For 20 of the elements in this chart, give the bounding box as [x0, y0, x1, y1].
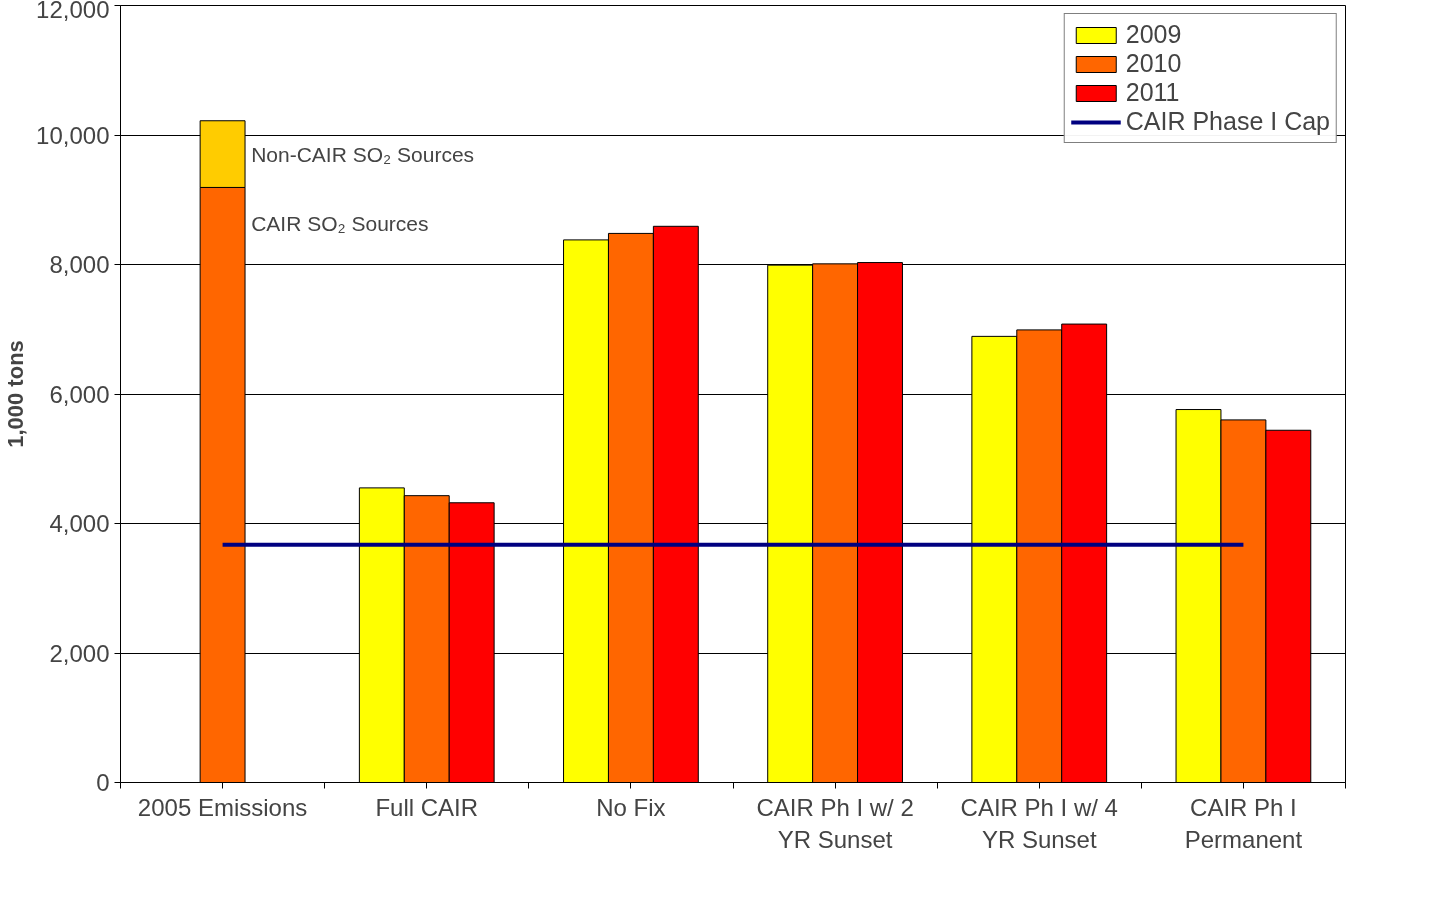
legend-label: CAIR Phase I Cap: [1125, 107, 1330, 136]
y-tick-label: 0: [96, 769, 110, 796]
annotation: CAIR SO₂ Sources: [251, 211, 429, 235]
y-tick-label: 10,000: [36, 121, 110, 149]
y-tick-label: 12,000: [36, 0, 110, 23]
legend-label: 2011: [1125, 78, 1180, 107]
y-tick-label: 6,000: [49, 380, 110, 408]
legend-label: 2010: [1125, 49, 1182, 78]
legend-label: 2009: [1125, 20, 1182, 49]
x-tick-label: No Fix: [596, 793, 666, 821]
x-tick-label: CAIR Ph I w/ 4 YR Sunset: [960, 793, 1118, 853]
y-tick-label: 4,000: [49, 510, 110, 537]
y-tick-label: 2,000: [49, 639, 110, 667]
x-tick-label: 2005 Emissions: [137, 793, 308, 821]
x-tick-label: CAIR Ph I Permanent: [1184, 793, 1303, 853]
y-tick-label: 8,000: [49, 251, 110, 278]
x-tick-label: CAIR Ph I w/ 2 YR Sunset: [756, 793, 914, 853]
y-axis-title: 1,000 tons: [3, 340, 29, 448]
x-tick-label: Full CAIR: [375, 793, 479, 821]
annotation: Non-CAIR SO₂ Sources: [251, 142, 475, 166]
